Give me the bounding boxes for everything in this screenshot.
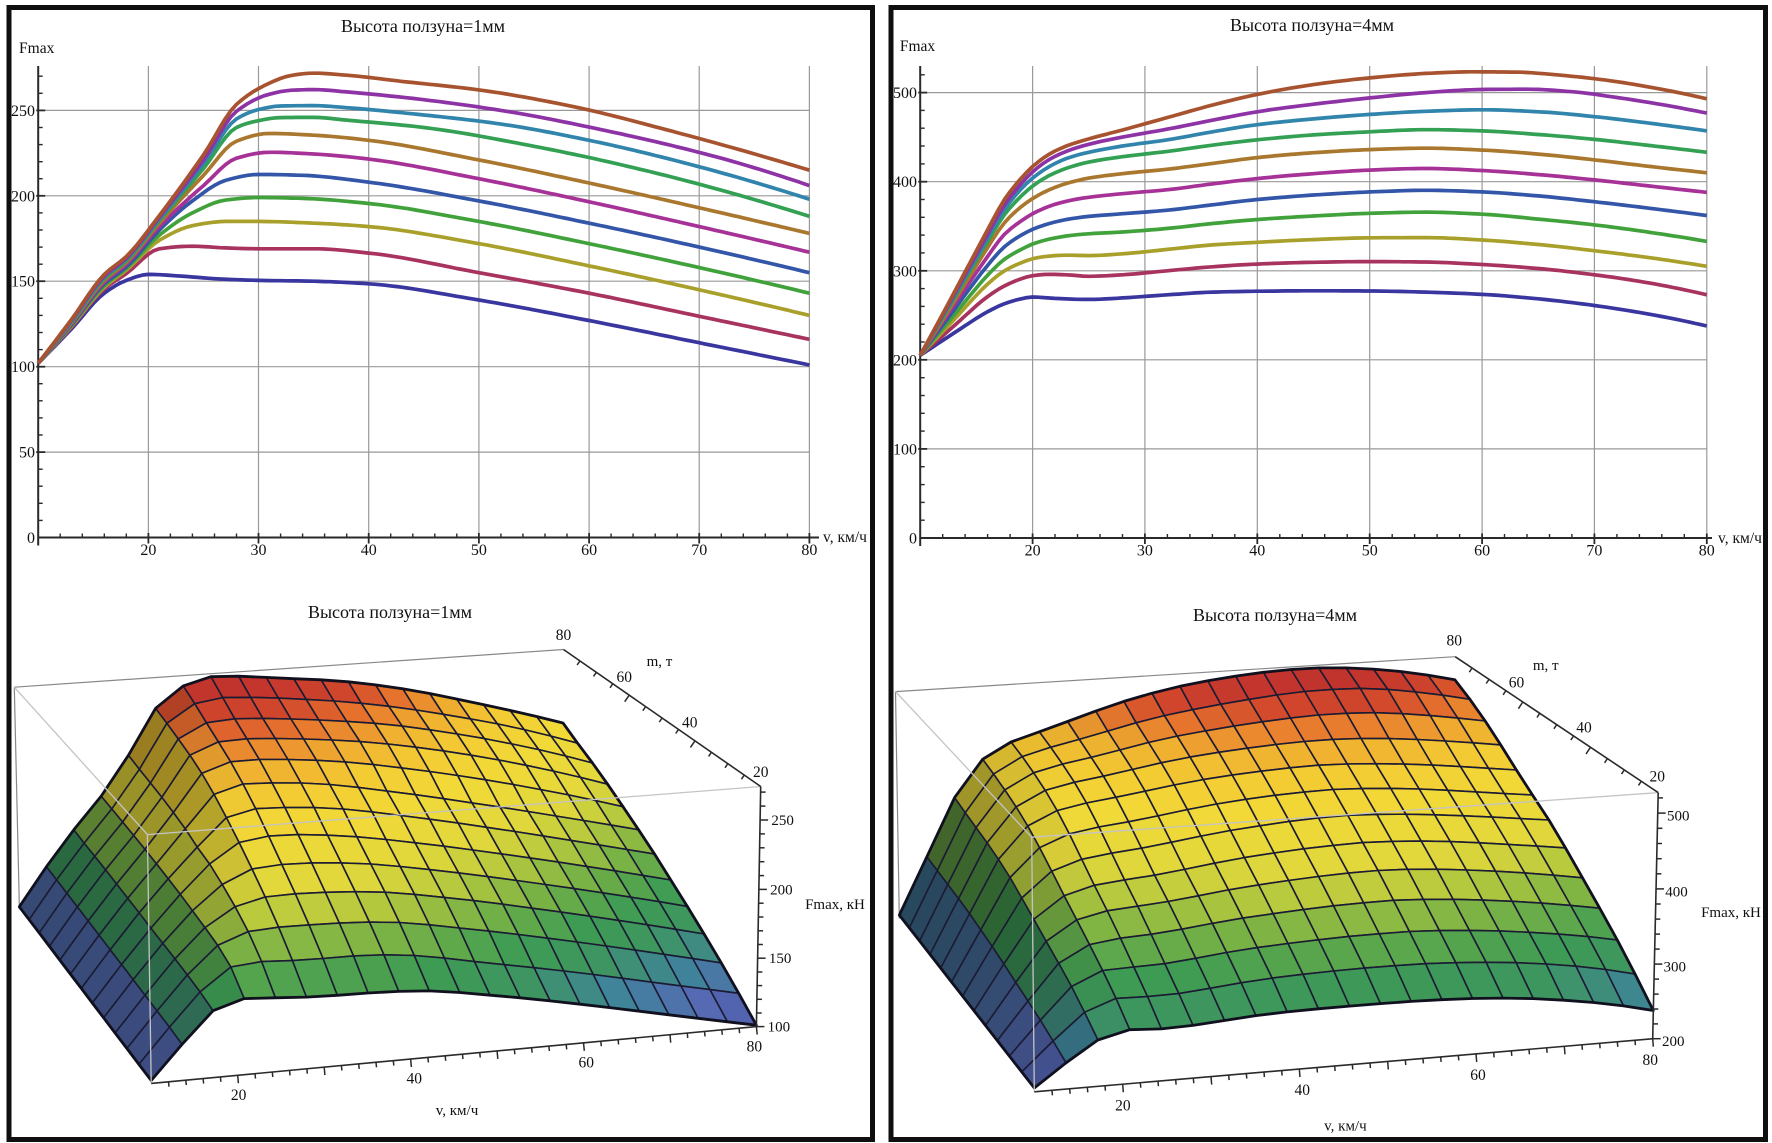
svg-text:200: 200 xyxy=(11,188,35,205)
svg-text:40: 40 xyxy=(1576,720,1592,737)
svg-text:60: 60 xyxy=(1470,1067,1486,1084)
svg-text:20: 20 xyxy=(753,764,769,781)
svg-text:Fmax: Fmax xyxy=(19,40,55,57)
svg-text:70: 70 xyxy=(691,542,707,559)
svg-text:200: 200 xyxy=(1662,1034,1685,1050)
svg-text:50: 50 xyxy=(19,445,35,462)
svg-text:80: 80 xyxy=(1642,1052,1658,1069)
svg-text:20: 20 xyxy=(1025,543,1041,560)
svg-text:60: 60 xyxy=(1509,675,1525,692)
svg-text:v, км/ч: v, км/ч xyxy=(1718,530,1762,547)
svg-text:300: 300 xyxy=(1664,960,1687,976)
svg-text:20: 20 xyxy=(231,1087,247,1104)
svg-text:80: 80 xyxy=(1699,543,1715,560)
svg-text:40: 40 xyxy=(1249,543,1265,560)
svg-text:40: 40 xyxy=(1295,1082,1311,1099)
svg-text:60: 60 xyxy=(581,542,597,559)
svg-text:80: 80 xyxy=(801,542,817,559)
svg-text:400: 400 xyxy=(893,174,917,191)
svg-text:50: 50 xyxy=(471,542,487,559)
svg-text:70: 70 xyxy=(1586,543,1602,560)
svg-text:400: 400 xyxy=(1665,884,1688,900)
svg-text:30: 30 xyxy=(251,542,267,559)
svg-text:100: 100 xyxy=(893,441,917,458)
svg-text:20: 20 xyxy=(140,542,156,559)
svg-text:60: 60 xyxy=(616,669,632,686)
svg-text:30: 30 xyxy=(1137,543,1153,560)
svg-text:v, км/ч: v, км/ч xyxy=(436,1103,479,1119)
svg-text:Fmax, кН: Fmax, кН xyxy=(805,897,865,913)
svg-text:50: 50 xyxy=(1362,543,1378,560)
svg-text:100: 100 xyxy=(768,1020,791,1036)
svg-text:40: 40 xyxy=(361,542,377,559)
svg-text:500: 500 xyxy=(1667,809,1690,825)
svg-text:20: 20 xyxy=(1649,769,1665,786)
svg-text:250: 250 xyxy=(771,813,794,829)
svg-text:150: 150 xyxy=(11,274,35,291)
svg-text:40: 40 xyxy=(407,1071,423,1088)
svg-text:Высота ползуна=1мм: Высота ползуна=1мм xyxy=(308,602,472,622)
svg-text:v, км/ч: v, км/ч xyxy=(1324,1119,1367,1135)
svg-text:100: 100 xyxy=(11,359,35,376)
svg-text:80: 80 xyxy=(556,627,572,644)
svg-text:250: 250 xyxy=(11,103,35,120)
svg-text:500: 500 xyxy=(893,85,917,102)
svg-text:Fmax: Fmax xyxy=(900,38,936,55)
svg-text:Высота ползуна=4мм: Высота ползуна=4мм xyxy=(1193,605,1357,625)
svg-text:40: 40 xyxy=(682,715,698,732)
svg-text:Высота ползуна=4мм: Высота ползуна=4мм xyxy=(1230,15,1394,35)
svg-text:v, км/ч: v, км/ч xyxy=(823,529,867,546)
svg-text:m, т: m, т xyxy=(1533,658,1559,674)
svg-text:80: 80 xyxy=(1446,633,1462,650)
svg-text:60: 60 xyxy=(578,1054,594,1071)
svg-text:20: 20 xyxy=(1115,1098,1131,1115)
svg-text:80: 80 xyxy=(747,1039,763,1056)
svg-text:0: 0 xyxy=(909,531,917,548)
svg-text:300: 300 xyxy=(893,263,917,280)
svg-text:m, т: m, т xyxy=(647,654,673,670)
svg-text:0: 0 xyxy=(27,530,35,547)
svg-text:200: 200 xyxy=(893,352,917,369)
svg-text:60: 60 xyxy=(1474,543,1490,560)
svg-text:Высота ползуна=1мм: Высота ползуна=1мм xyxy=(341,16,505,36)
svg-text:200: 200 xyxy=(770,882,793,898)
svg-text:Fmax, кН: Fmax, кН xyxy=(1701,905,1761,921)
svg-text:150: 150 xyxy=(769,951,792,967)
